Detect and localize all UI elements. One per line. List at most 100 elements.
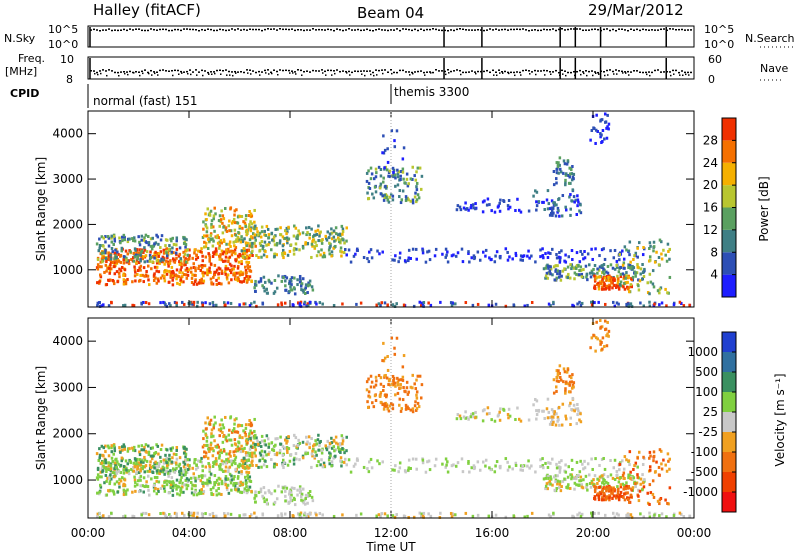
velocity-pixel xyxy=(179,478,182,482)
velocity-pixel xyxy=(496,414,500,418)
power-pixel xyxy=(128,237,131,241)
velocity-pixel xyxy=(621,482,625,486)
velocity-pixel xyxy=(398,466,402,470)
velocity-pixel xyxy=(602,498,605,502)
power-pixel xyxy=(643,267,646,271)
power-pixel xyxy=(558,214,561,218)
power-pixel xyxy=(627,287,630,291)
power-pixel xyxy=(314,240,317,244)
velocity-pixel xyxy=(201,481,205,485)
power-pixel xyxy=(574,198,577,202)
velocity-pixel xyxy=(341,442,344,446)
x-tick-label: 00:00 xyxy=(677,526,712,540)
velocity-pixel xyxy=(471,412,475,416)
velocity-pixel xyxy=(211,446,214,450)
power-pixel xyxy=(657,263,661,267)
velocity-pixel xyxy=(623,492,626,496)
nsky-dot xyxy=(492,29,494,31)
velocity-pixel xyxy=(400,378,403,382)
nsky-dot xyxy=(93,28,95,31)
power-pixel xyxy=(248,238,252,242)
power-pixel xyxy=(307,281,310,285)
nsky-dot xyxy=(171,29,173,32)
velocity-pixel xyxy=(215,459,218,463)
power-pixel xyxy=(548,207,552,211)
power-colorbar-tick-label: 8 xyxy=(710,245,718,259)
velocity-pixel xyxy=(546,397,550,401)
nsky-dot xyxy=(192,28,194,31)
power-pixel xyxy=(579,249,582,253)
velocity-pixel xyxy=(347,458,351,462)
power-pixel xyxy=(116,280,119,284)
velocity-pixel xyxy=(301,487,305,491)
power-pixel xyxy=(359,301,363,305)
velocity-pixel xyxy=(642,455,645,459)
velocity-pixel xyxy=(233,453,236,457)
velocity-pixel xyxy=(303,513,306,517)
power-pixel xyxy=(321,255,325,259)
power-pixel xyxy=(133,268,137,272)
power-pixel xyxy=(549,251,552,255)
velocity-pixel xyxy=(249,480,253,484)
nave-dot xyxy=(259,74,261,76)
velocity-pixel xyxy=(221,423,225,427)
power-pixel xyxy=(224,255,228,259)
velocity-pixel xyxy=(163,472,166,476)
power-pixel xyxy=(279,226,282,230)
velocity-pixel xyxy=(570,475,574,479)
freq-dot xyxy=(210,71,212,73)
power-pixel xyxy=(617,287,621,291)
velocity-pixel xyxy=(602,482,606,486)
power-pixel xyxy=(603,276,607,280)
velocity-pixel xyxy=(658,502,661,506)
power-pixel xyxy=(219,218,223,222)
power-pixel xyxy=(592,126,595,130)
velocity-pixel xyxy=(232,460,236,464)
power-pixel xyxy=(131,256,135,260)
velocity-colorbar-segment xyxy=(722,452,736,472)
power-pixel xyxy=(136,257,139,261)
power-pixel xyxy=(286,253,290,257)
power-pixel xyxy=(576,194,579,198)
power-pixel xyxy=(243,302,247,306)
power-pixel xyxy=(257,280,261,284)
power-pixel xyxy=(622,285,625,289)
velocity-pixel xyxy=(639,482,642,486)
velocity-pixel xyxy=(165,479,168,483)
velocity-pixel xyxy=(318,444,321,448)
power-pixel xyxy=(468,260,471,264)
power-pixel xyxy=(557,161,560,165)
power-pixel xyxy=(519,258,522,262)
power-pixel xyxy=(235,238,238,242)
velocity-pixel xyxy=(564,391,567,395)
velocity-pixel xyxy=(133,449,137,453)
freq-dot xyxy=(657,69,659,71)
power-pixel xyxy=(384,184,387,188)
velocity-pixel xyxy=(637,494,640,498)
velocity-pixel xyxy=(234,449,237,453)
velocity-pixel xyxy=(337,446,340,450)
velocity-pixel xyxy=(406,392,410,396)
velocity-pixel xyxy=(569,416,572,420)
power-pixel xyxy=(570,249,574,253)
velocity-pixel xyxy=(179,486,183,490)
power-pixel xyxy=(310,285,314,289)
velocity-pixel xyxy=(250,513,253,517)
nsky-dot xyxy=(408,28,410,31)
velocity-pixel xyxy=(127,472,131,476)
freq-dot xyxy=(108,69,110,71)
velocity-pixel xyxy=(243,430,247,434)
power-pixel xyxy=(201,259,205,263)
velocity-pixel xyxy=(597,495,601,499)
power-pixel xyxy=(117,252,120,256)
velocity-pixel xyxy=(232,450,235,454)
velocity-pixel xyxy=(106,476,109,480)
power-pixel xyxy=(598,265,602,269)
power-pixel xyxy=(145,250,149,254)
nave-dot xyxy=(94,72,96,75)
velocity-pixel xyxy=(417,405,421,409)
velocity-pixel xyxy=(281,453,285,457)
power-pixel xyxy=(300,282,304,286)
velocity-pixel xyxy=(251,451,254,455)
power-pixel xyxy=(637,288,641,292)
